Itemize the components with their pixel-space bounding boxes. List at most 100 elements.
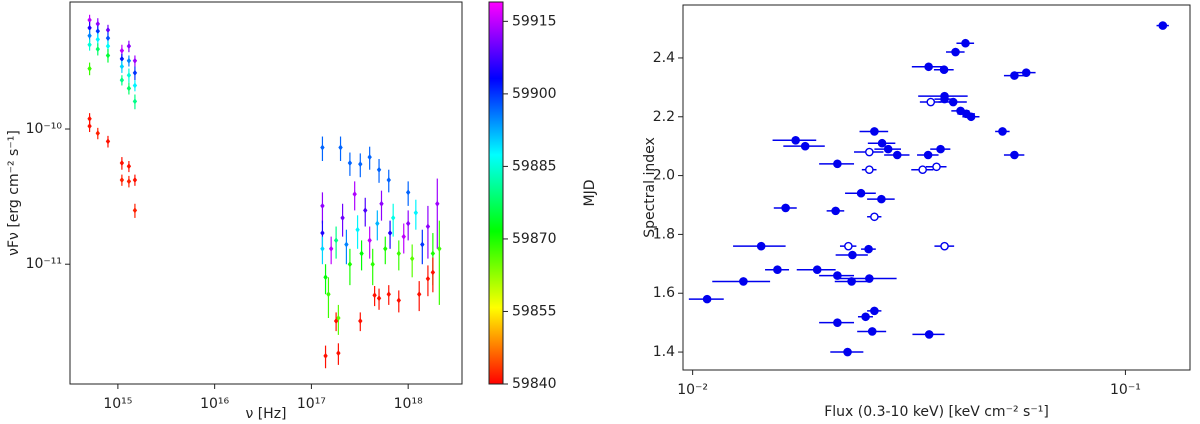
point xyxy=(812,265,822,275)
point xyxy=(883,144,893,154)
point xyxy=(132,176,138,183)
point xyxy=(87,24,92,31)
point xyxy=(848,250,857,260)
point xyxy=(119,47,125,54)
point xyxy=(425,223,431,230)
point xyxy=(425,275,431,282)
x-tick-label: 10¹⁸ xyxy=(394,396,423,412)
point xyxy=(800,141,810,151)
point xyxy=(87,115,92,122)
point xyxy=(119,77,125,84)
point xyxy=(396,250,401,257)
colorbar-tick-label: 59840 xyxy=(512,376,557,392)
point xyxy=(390,214,396,221)
plot-frame xyxy=(682,4,1191,371)
point xyxy=(923,150,933,160)
point xyxy=(847,277,856,286)
point xyxy=(358,318,363,325)
point xyxy=(338,144,343,151)
point xyxy=(867,327,877,336)
point xyxy=(344,241,349,248)
point xyxy=(756,241,766,251)
point xyxy=(948,97,958,107)
point xyxy=(376,295,382,302)
point xyxy=(430,250,436,257)
point xyxy=(340,214,345,221)
point xyxy=(870,212,879,222)
colorbar-tick-label: 59870 xyxy=(512,231,557,247)
point xyxy=(844,241,853,251)
point xyxy=(856,188,866,198)
point xyxy=(359,250,364,257)
colorbar-tick-label: 59885 xyxy=(512,158,557,174)
point xyxy=(926,97,936,107)
point xyxy=(87,17,92,24)
point xyxy=(437,245,442,252)
point xyxy=(95,130,100,137)
y-tick-label: 2.4 xyxy=(653,50,675,66)
point xyxy=(333,237,339,244)
point xyxy=(387,230,393,237)
point xyxy=(1010,150,1019,160)
point xyxy=(358,161,363,168)
point xyxy=(105,35,111,42)
point xyxy=(379,200,384,207)
point xyxy=(420,241,425,248)
y-axis-label: Spectral index xyxy=(642,137,658,238)
point xyxy=(932,162,941,172)
point xyxy=(405,189,411,196)
point xyxy=(401,233,406,240)
point xyxy=(119,55,125,62)
colorbar-label: MJD xyxy=(582,180,598,207)
point xyxy=(940,241,949,251)
point xyxy=(320,245,325,252)
x-tick-label: 10⁻¹ xyxy=(1110,382,1141,398)
point xyxy=(347,160,353,167)
point xyxy=(936,144,945,154)
point xyxy=(87,32,92,39)
y-tick-label: 2.0 xyxy=(653,168,675,184)
point xyxy=(1021,68,1031,77)
y-tick-label: 1.4 xyxy=(653,344,675,360)
colorbar-tick-label: 59900 xyxy=(512,86,557,102)
point xyxy=(430,269,436,276)
point xyxy=(383,245,388,252)
point xyxy=(126,57,132,64)
point xyxy=(870,127,879,136)
point xyxy=(861,312,870,322)
plot-frame xyxy=(69,1,463,385)
x-tick-label: 10¹⁵ xyxy=(103,396,132,412)
point xyxy=(865,147,874,157)
point xyxy=(132,69,138,76)
point xyxy=(95,36,100,43)
point xyxy=(435,200,440,207)
point xyxy=(367,154,372,161)
point xyxy=(132,82,138,89)
point xyxy=(126,85,132,92)
point xyxy=(119,176,125,183)
point xyxy=(877,194,886,204)
point xyxy=(396,297,401,304)
point xyxy=(877,138,887,148)
point xyxy=(126,178,132,185)
point xyxy=(939,65,949,75)
y-tick-label: 10⁻¹¹ xyxy=(26,256,62,272)
point xyxy=(132,57,138,64)
point xyxy=(375,220,380,227)
point xyxy=(870,306,879,316)
point xyxy=(126,72,132,79)
point xyxy=(865,165,874,175)
point xyxy=(918,165,927,175)
point xyxy=(1158,21,1168,30)
point xyxy=(328,245,334,252)
point xyxy=(95,20,100,27)
point xyxy=(833,318,842,327)
point xyxy=(87,123,92,130)
point xyxy=(105,43,111,50)
y-tick-label: 1.6 xyxy=(653,285,675,301)
point xyxy=(126,43,132,50)
colorbar xyxy=(488,1,504,385)
colorbar-tick-label: 59855 xyxy=(512,303,557,319)
point xyxy=(333,318,339,325)
